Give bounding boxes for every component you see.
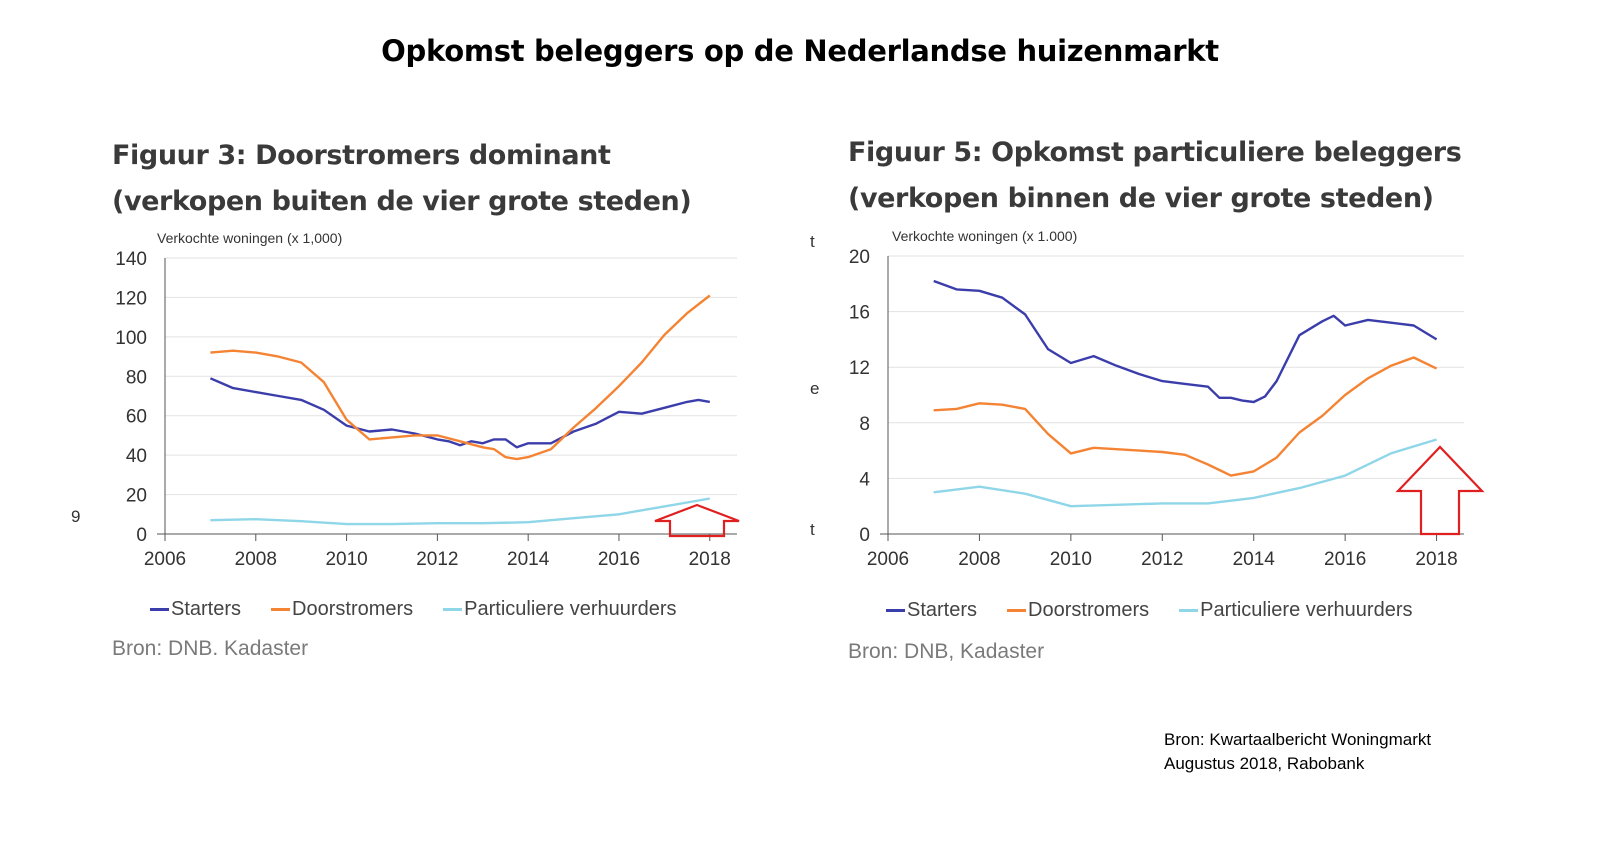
y-tick-label: 60	[126, 407, 147, 428]
legend-item-particuliere: Particuliere verhuurders	[443, 598, 677, 621]
x-tick-label: 2012	[416, 549, 458, 570]
credit-line-1: Bron: Kwartaalbericht Woningmarkt	[1164, 730, 1432, 749]
page-title: Opkomst beleggers op de Nederlandse huiz…	[381, 34, 1219, 68]
figure-3-source: Bron: DNB. Kadaster	[112, 637, 309, 660]
legend-label-starters: Starters	[171, 598, 242, 620]
red-arrow-annotation	[654, 503, 740, 538]
legend-label-doorstromers: Doorstromers	[1028, 599, 1150, 621]
y-tick-label: 140	[115, 249, 147, 270]
figure-5-legend: Starters Doorstromers Particuliere verhu…	[886, 599, 1443, 622]
y-tick-label: 4	[859, 469, 870, 490]
series-line-doorstromers	[933, 356, 1438, 477]
y-tick-label: 40	[126, 446, 147, 467]
legend-item-starters: Starters	[150, 598, 241, 621]
stray-mark: t	[810, 232, 815, 251]
y-tick-label: 120	[115, 288, 147, 309]
x-tick-label: 2018	[689, 549, 731, 570]
figure-5-title: Figuur 5: Opkomst particuliere beleggers…	[848, 137, 1462, 214]
legend-item-particuliere: Particuliere verhuurders	[1179, 599, 1413, 622]
stray-mark: e	[810, 379, 820, 398]
series-line-starters	[209, 377, 711, 449]
credit-line-2: Augustus 2018, Rabobank	[1164, 754, 1365, 773]
y-tick-label: 80	[126, 367, 147, 388]
legend-item-starters: Starters	[886, 599, 977, 622]
series-line-starters	[933, 279, 1438, 404]
y-tick-label: 16	[849, 303, 870, 324]
figure-5-source: Bron: DNB, Kadaster	[848, 640, 1045, 663]
y-tick-label: 0	[859, 525, 870, 546]
legend-swatch-doorstromers	[271, 608, 291, 611]
series-line-particuliere	[933, 438, 1437, 508]
stray-mark: 9	[71, 507, 81, 526]
y-tick-label: 8	[859, 414, 870, 435]
legend-label-particuliere: Particuliere verhuurders	[1200, 599, 1413, 621]
legend-item-doorstromers: Doorstromers	[271, 598, 413, 621]
legend-swatch-particuliere	[1179, 609, 1199, 612]
figure-3-title: Figuur 3: Doorstromers dominant (verkope…	[112, 140, 692, 217]
x-tick-label: 2010	[1050, 549, 1092, 570]
y-tick-label: 100	[115, 328, 147, 349]
x-tick-label: 2018	[1415, 549, 1457, 570]
y-tick-label: 20	[126, 486, 147, 507]
y-tick-label: 0	[136, 525, 147, 546]
x-tick-label: 2010	[325, 549, 367, 570]
y-axis-label: Verkochte woningen (x 1,000)	[157, 230, 342, 246]
legend-swatch-starters	[886, 609, 905, 612]
x-tick-label: 2008	[235, 549, 277, 570]
legend-swatch-starters	[150, 608, 169, 611]
x-tick-label: 2012	[1141, 549, 1183, 570]
legend-label-starters: Starters	[907, 599, 978, 621]
stray-mark: t	[810, 520, 815, 539]
x-tick-label: 2014	[507, 549, 550, 570]
x-tick-label: 2016	[598, 549, 640, 570]
x-tick-label: 2008	[958, 549, 1000, 570]
source-credit: Bron: Kwartaalbericht Woningmarkt August…	[1164, 728, 1431, 776]
x-tick-label: 2006	[867, 549, 909, 570]
series-line-doorstromers	[210, 294, 711, 461]
legend-swatch-particuliere	[443, 608, 463, 611]
red-arrow-annotation	[1395, 445, 1485, 536]
y-tick-label: 12	[849, 358, 870, 379]
legend-swatch-doorstromers	[1007, 609, 1027, 612]
x-tick-label: 2014	[1233, 549, 1276, 570]
x-tick-label: 2006	[144, 549, 186, 570]
figure-3-legend: Starters Doorstromers Particuliere verhu…	[150, 598, 707, 621]
legend-item-doorstromers: Doorstromers	[1007, 599, 1149, 622]
legend-label-particuliere: Particuliere verhuurders	[464, 598, 677, 620]
legend-label-doorstromers: Doorstromers	[292, 598, 414, 620]
x-tick-label: 2016	[1324, 549, 1366, 570]
y-axis-label: Verkochte woningen (x 1.000)	[892, 228, 1077, 244]
y-tick-label: 20	[849, 247, 870, 268]
series-line-particuliere	[210, 497, 711, 526]
